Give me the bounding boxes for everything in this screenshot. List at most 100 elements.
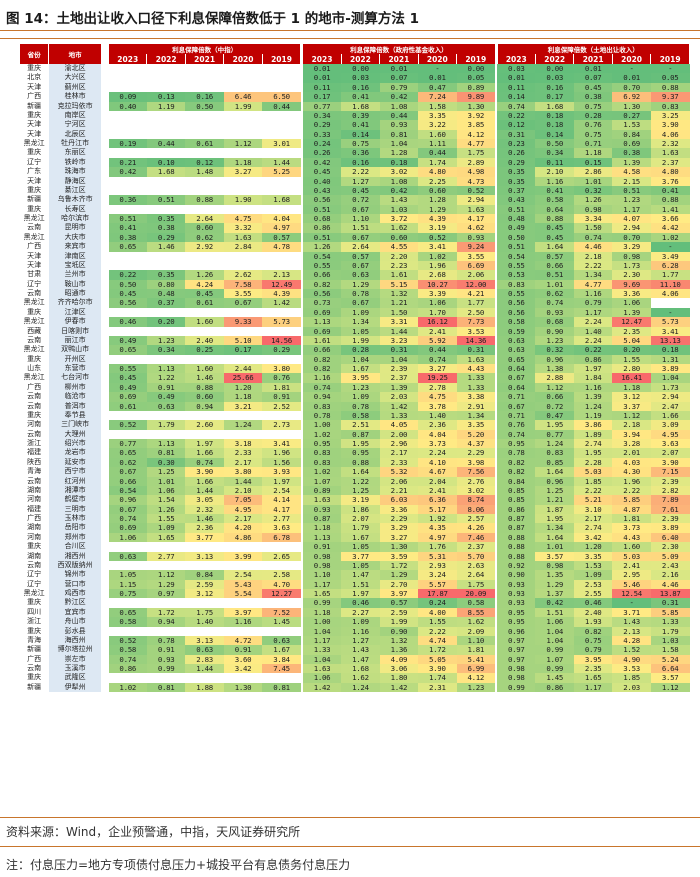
value-cell-land: 4.46 [650,579,690,589]
value-cell-cric [108,176,147,186]
value-cell-fund: 0.79 [379,82,419,93]
value-cell-land: 0.31 [497,129,536,139]
table-row: 黑龙江 牡丹江市 0.19 0.44 0.61 1.12 3.01 0.24 0.75 1.04 1… [19,139,690,149]
value-cell-fund: 3.24 [418,570,457,580]
value-cell-cric: 0.09 [108,92,147,102]
value-cell-land: 0.18 [535,110,574,121]
table-row: 重庆 綦江区 0.43 0.45 0.42 0.60 0.52 0.37 0.41 0.32 0.5… [19,185,690,196]
value-cell-land: 7.61 [650,504,690,514]
table-row: 广西 崇左市 0.74 0.93 2.83 3.60 3.84 1.04 1.47 4.09 5.0… [19,654,690,664]
value-cell-fund: 2.59 [379,607,419,618]
city-cell: 海西州 [48,635,102,646]
value-cell-land: 2.22 [612,485,651,496]
value-cell-cric: 0.77 [108,439,147,449]
city-cell: 静海区 [48,176,102,186]
city-cell: 哈尔滨市 [48,214,102,224]
table-row: 云南 丽江市 0.49 1.23 2.40 5.10 14.56 1.61 1.99 3.23 5.… [19,335,690,346]
value-cell-cric [146,598,186,608]
value-cell-fund: 1.60 [418,129,457,139]
city-cell: 三明市 [48,504,102,514]
value-cell-fund: 1.61 [379,270,419,280]
value-cell-land: 2.86 [573,167,613,177]
value-cell-cric [185,129,224,139]
value-cell-cric: 1.18 [223,157,263,168]
table-row: 天津 津南区 0.54 0.57 2.20 1.02 3.55 0.54 0.57 2.18 0.9… [19,251,690,261]
value-cell-land: 0.67 [497,401,536,411]
value-cell-fund: 2.03 [379,392,419,402]
table-row: 重庆 黔江区 0.99 0.46 0.57 0.24 0.58 0.93 0.42 0.46-0.… [19,598,690,608]
city-cell: 宜宾市 [48,607,102,618]
value-cell-fund: 0.55 [302,260,342,271]
value-cell-fund: 1.92 [418,514,457,524]
value-cell-land: 0.87 [497,523,536,533]
value-cell-land: 3.12 [612,392,651,402]
value-cell-fund: 4.73 [456,176,496,186]
value-cell-cric: 1.29 [146,579,186,589]
value-cell-cric [262,410,301,421]
table-row: 天津 宝坻区 0.55 0.67 2.23 1.96 6.69 0.55 0.66 2.22 1.7… [19,260,690,271]
value-cell-land: 0.83 [535,448,574,458]
value-cell-cric: 3.55 [223,289,263,299]
value-cell-cric: 1.46 [146,242,186,252]
value-cell-fund: 0.93 [302,504,342,514]
value-cell-fund: 5.17 [418,504,457,514]
value-cell-land: 6.92 [612,92,651,102]
value-cell-land: 4.90 [612,654,651,664]
value-cell-land: 4.07 [612,214,651,224]
value-cell-cric: 0.55 [108,364,147,374]
value-cell-land: 1.30 [612,101,651,111]
value-cell-fund: 0.66 [302,345,342,355]
value-cell-fund: 1.29 [341,279,380,289]
value-cell-land: 9.69 [612,279,651,289]
value-cell-cric: 0.61 [185,298,224,308]
value-cell-fund: 1.06 [302,673,342,683]
value-cell-cric: 0.25 [185,345,224,355]
value-cell-land: 0.22 [573,345,613,355]
value-cell-fund: 1.75 [456,579,496,589]
value-cell-land: 2.35 [612,326,651,336]
value-cell-fund: 7.46 [456,532,496,543]
value-cell-land: 1.17 [612,204,651,214]
value-cell-land: 1.01 [573,176,613,186]
value-cell-cric [185,354,224,364]
value-cell-fund: 0.98 [302,551,342,561]
value-cell-cric: 3.99 [223,551,263,561]
table-row: 新疆 克拉玛依市 0.40 1.19 0.50 1.99 0.44 0.77 1.68 1.08 1… [19,101,690,111]
value-cell-fund: 1.33 [456,382,496,393]
value-cell-land: 0.95 [497,607,536,618]
value-cell-cric [108,110,147,121]
value-cell-cric [146,626,186,636]
value-cell-cric: 0.63 [185,645,224,655]
value-cell-land: 0.43 [497,195,536,205]
value-cell-cric: 1.88 [185,682,224,693]
value-cell-fund: 19.25 [418,373,457,383]
value-cell-land: 1.18 [573,148,613,158]
value-cell-fund: 2.33 [379,457,419,468]
value-cell-cric: 0.21 [108,157,147,168]
city-cell: 普洱市 [48,401,102,411]
province-cell: 福建 [19,504,49,514]
value-cell-cric [108,326,147,336]
value-cell-land: 0.53 [497,270,536,280]
value-cell-land: 1.23 [612,195,651,205]
value-cell-cric: 0.52 [108,635,147,646]
table-row: 黑龙江 伊春市 0.46 0.20 1.60 9.33 5.73 1.13 1.34 3.31 16… [19,317,690,327]
value-cell-land: 13.13 [650,335,690,346]
city-cell: 湘西州 [48,551,102,561]
value-cell-fund: 1.58 [418,101,457,111]
table-row: 重庆 渝北区 0.01 0.00 0.01-0.00 0.03 0.00 0.01- - [19,64,690,74]
value-cell-fund: 8.55 [456,607,496,618]
value-cell-land: 4.95 [650,429,690,439]
table-row: 黑龙江 鸡西市 0.75 0.97 3.12 5.54 12.27 1.65 1.97 3.97 1… [19,589,690,599]
province-cell: 云南 [19,335,49,346]
value-cell-fund: 3.77 [341,551,380,561]
province-cell: 北京 [19,73,49,83]
year-header: 2019 [456,54,496,64]
value-cell-fund: 17.87 [418,589,457,599]
value-cell-fund: 0.05 [456,73,496,83]
province-cell: 重庆 [19,148,49,158]
value-cell-land: 5.03 [573,467,613,477]
value-cell-cric: 0.61 [185,139,224,149]
value-cell-fund: 2.36 [418,420,457,430]
value-cell-cric: 0.60 [185,392,224,402]
